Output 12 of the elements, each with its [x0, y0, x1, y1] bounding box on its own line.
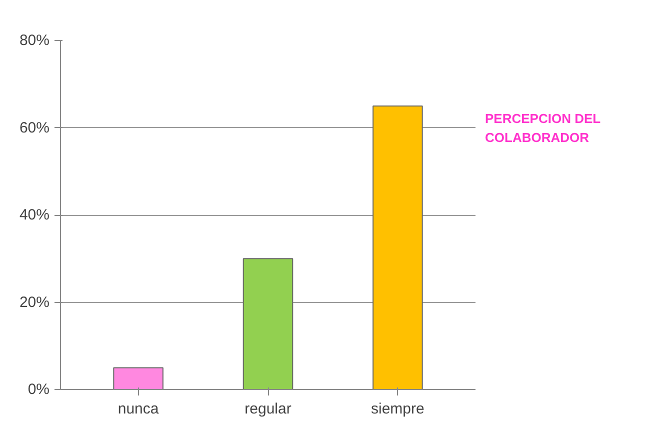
text: PERCEPCION DEL COLABORADOR: [485, 110, 602, 147]
bar: [113, 367, 164, 390]
y-tick-label: 20%: [19, 294, 50, 311]
bar: [372, 105, 423, 390]
bar: [242, 258, 294, 390]
x-tick-label: nunca: [118, 400, 160, 418]
y-tick-label: 80%: [19, 32, 50, 49]
y-tick-label: 60%: [19, 119, 50, 136]
x-tick-label: regular: [244, 400, 292, 418]
y-tick-label: 0%: [28, 381, 50, 398]
x-tick-label: siempre: [371, 400, 424, 418]
y-tick-label: 40%: [19, 206, 50, 224]
